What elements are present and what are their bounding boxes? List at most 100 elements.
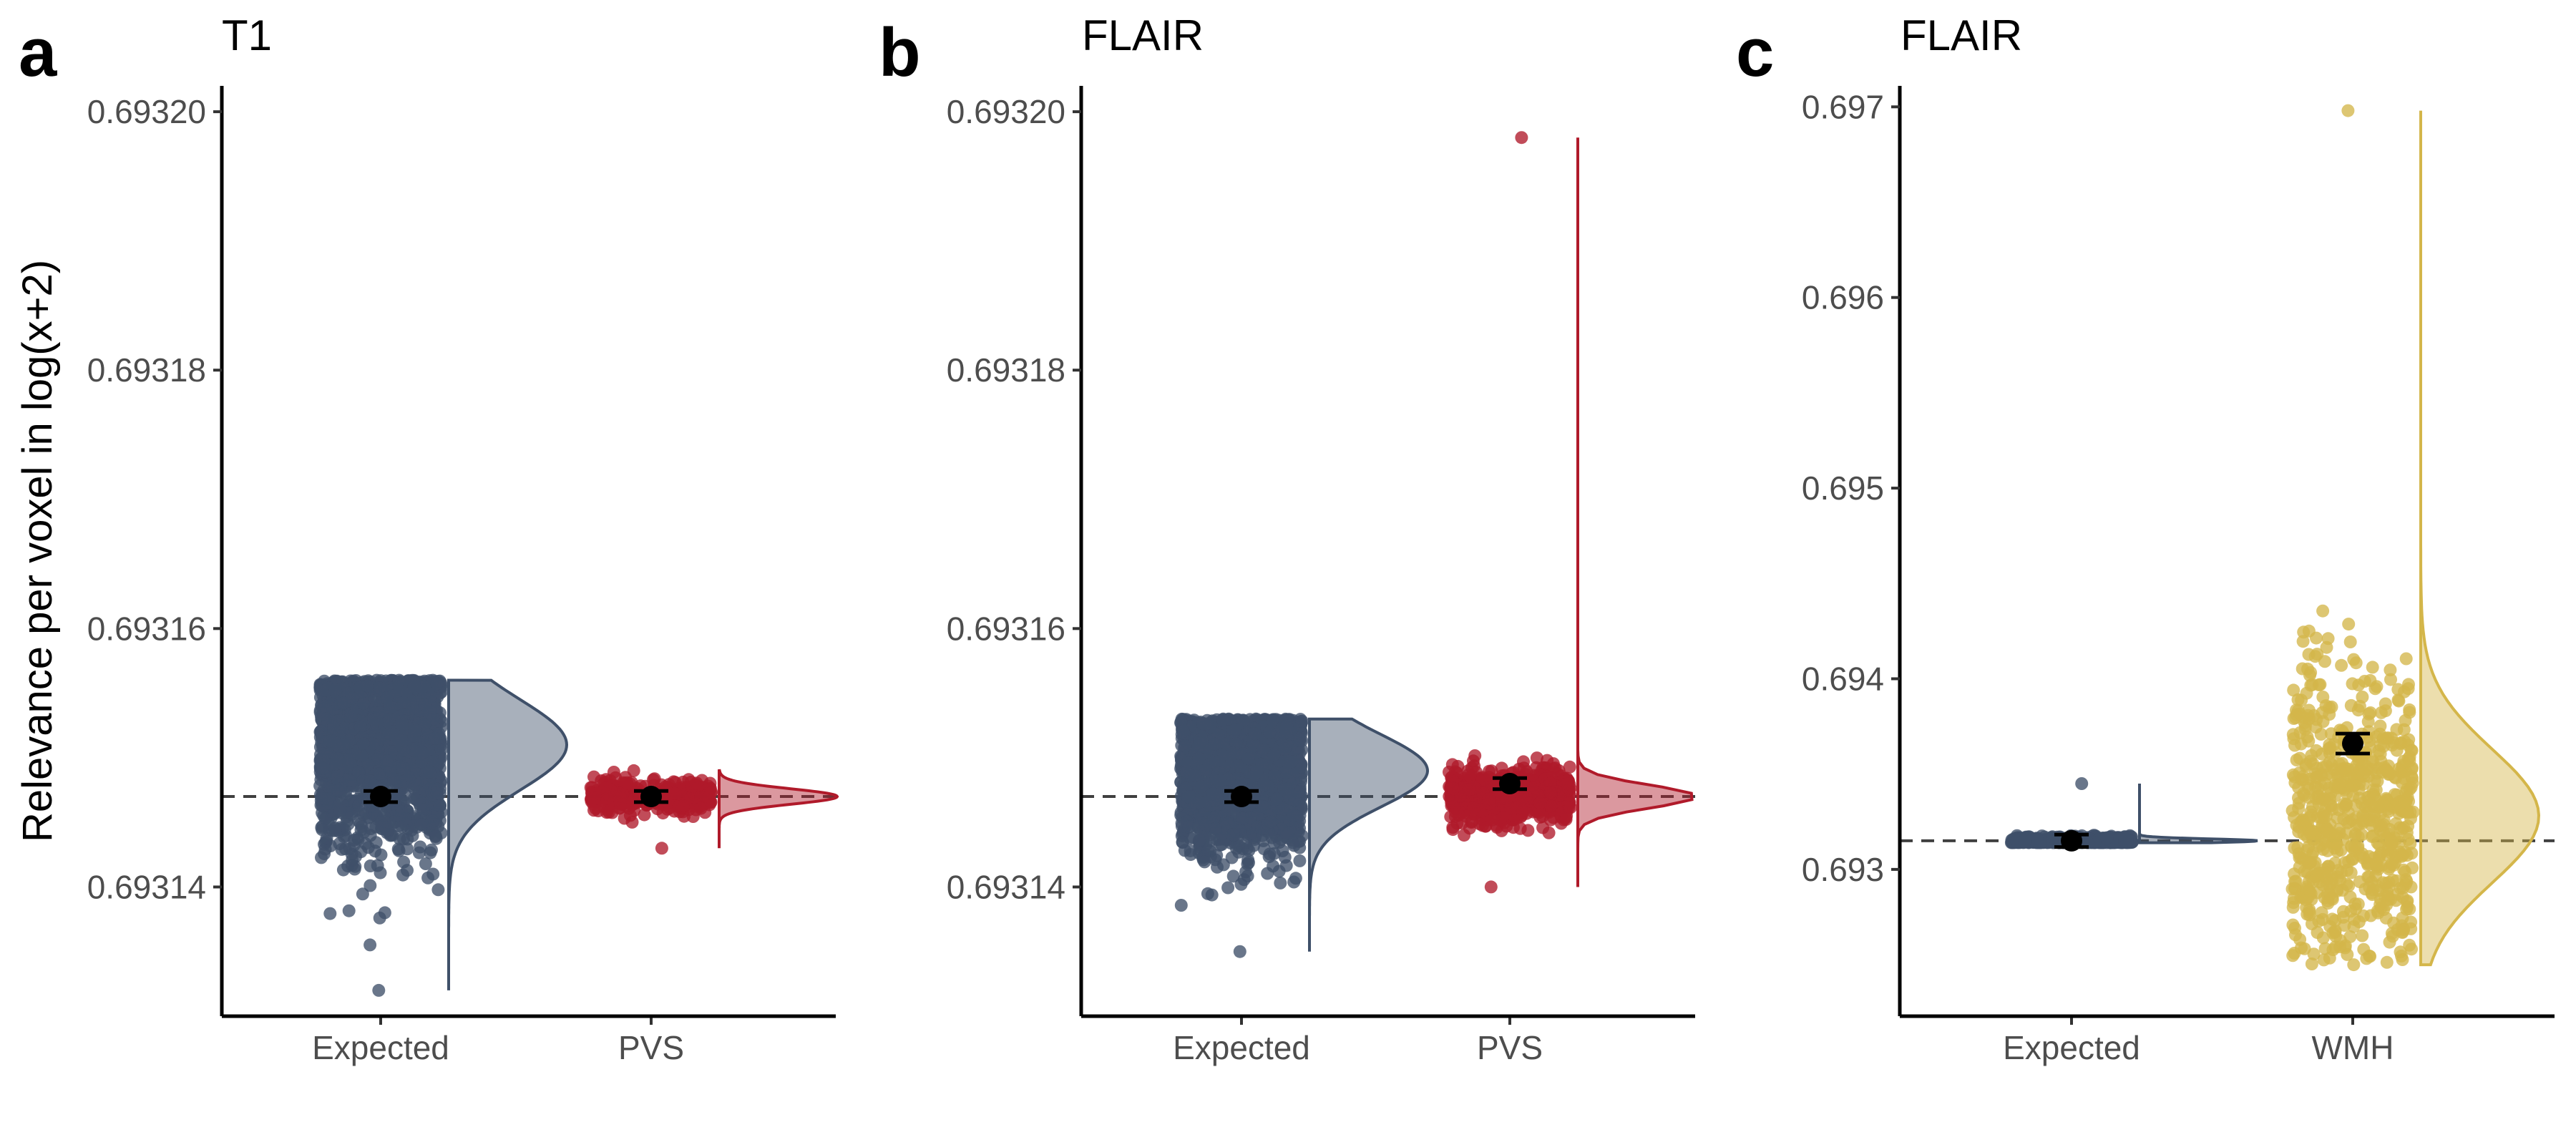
mean-point bbox=[370, 786, 391, 808]
data-point bbox=[356, 737, 370, 751]
panel-title: FLAIR bbox=[1082, 11, 1204, 59]
data-point bbox=[1295, 714, 1309, 728]
data-point bbox=[1241, 752, 1255, 766]
data-point bbox=[399, 812, 412, 825]
data-point bbox=[655, 842, 668, 855]
data-point bbox=[1286, 809, 1299, 822]
data-point bbox=[600, 791, 614, 805]
data-point bbox=[396, 761, 409, 775]
data-point bbox=[397, 744, 411, 757]
data-point bbox=[328, 683, 342, 696]
data-point bbox=[1507, 821, 1520, 834]
data-point bbox=[364, 859, 377, 872]
data-point bbox=[1210, 849, 1224, 862]
data-point bbox=[429, 830, 442, 843]
data-point bbox=[1184, 844, 1197, 857]
data-point bbox=[676, 799, 690, 813]
data-point bbox=[433, 799, 447, 812]
data-point bbox=[1229, 723, 1242, 736]
data-point bbox=[1244, 811, 1257, 824]
data-point bbox=[1236, 713, 1250, 727]
data-point bbox=[430, 786, 444, 800]
data-point bbox=[1543, 776, 1557, 790]
mean-point bbox=[1231, 786, 1252, 808]
data-point bbox=[373, 767, 386, 781]
data-point bbox=[1192, 751, 1206, 765]
data-point bbox=[373, 681, 386, 695]
data-point bbox=[1530, 751, 1543, 765]
data-point bbox=[316, 823, 329, 837]
data-point bbox=[1221, 817, 1234, 830]
data-point bbox=[1293, 733, 1307, 746]
data-point bbox=[1462, 783, 1475, 796]
data-point bbox=[1195, 780, 1209, 794]
data-point bbox=[374, 866, 387, 880]
data-point bbox=[1214, 774, 1227, 787]
panel-letter: a bbox=[19, 14, 57, 91]
data-point bbox=[396, 832, 410, 846]
panel-letter: b bbox=[879, 14, 921, 91]
data-point bbox=[1520, 765, 1533, 779]
data-point bbox=[1267, 847, 1281, 860]
data-point bbox=[1182, 820, 1196, 834]
data-point bbox=[336, 863, 350, 877]
data-point bbox=[328, 824, 342, 837]
data-point bbox=[1213, 832, 1226, 846]
data-point bbox=[1257, 779, 1271, 792]
data-point bbox=[1226, 746, 1239, 760]
data-point bbox=[1473, 803, 1486, 817]
mean-point bbox=[640, 786, 662, 808]
data-point bbox=[430, 677, 444, 691]
data-point bbox=[1496, 791, 1509, 805]
data-point bbox=[378, 906, 391, 920]
data-point bbox=[431, 883, 445, 897]
data-point bbox=[374, 706, 386, 719]
data-point bbox=[1222, 712, 1236, 726]
data-point bbox=[1543, 786, 1557, 799]
data-point bbox=[412, 846, 426, 859]
data-point bbox=[1263, 726, 1277, 739]
data-point bbox=[410, 794, 424, 807]
data-point bbox=[1181, 790, 1195, 804]
data-point bbox=[615, 790, 629, 803]
data-point bbox=[1486, 813, 1499, 827]
data-point bbox=[1482, 792, 1496, 806]
x-tick-label: PVS bbox=[618, 1029, 684, 1066]
data-point bbox=[682, 773, 696, 786]
data-point bbox=[1447, 782, 1460, 795]
data-point bbox=[1193, 796, 1206, 809]
data-point bbox=[418, 698, 431, 711]
data-point bbox=[1513, 801, 1526, 814]
data-point bbox=[1270, 792, 1284, 806]
data-point bbox=[1268, 769, 1281, 782]
series-expected bbox=[313, 673, 569, 997]
data-point bbox=[1287, 875, 1301, 889]
data-point bbox=[1226, 869, 1240, 883]
data-point bbox=[1257, 743, 1271, 756]
data-point bbox=[394, 734, 408, 747]
panel-c: c FLAIR Expected WMH0.6930.6940.6950.6960… bbox=[1736, 11, 2555, 1066]
data-point bbox=[361, 679, 374, 693]
data-point bbox=[1208, 737, 1221, 751]
data-point bbox=[1205, 888, 1219, 902]
data-point bbox=[327, 721, 341, 734]
data-point bbox=[342, 753, 356, 766]
data-point bbox=[1257, 800, 1271, 814]
data-point bbox=[364, 774, 377, 788]
data-point bbox=[1294, 760, 1308, 774]
data-point bbox=[329, 757, 343, 771]
data-point bbox=[419, 857, 432, 870]
data-point bbox=[352, 799, 366, 812]
data-point bbox=[1559, 813, 1573, 826]
y-tick-label: 0.69320 bbox=[87, 93, 206, 130]
data-point bbox=[1206, 787, 1219, 801]
data-point bbox=[1198, 855, 1211, 869]
data-point bbox=[384, 764, 397, 778]
data-point bbox=[1199, 764, 1213, 777]
data-point bbox=[353, 720, 367, 734]
data-point bbox=[1226, 828, 1240, 842]
data-point bbox=[704, 796, 718, 809]
data-point bbox=[377, 809, 391, 822]
data-point bbox=[397, 855, 411, 869]
data-point bbox=[627, 764, 640, 777]
